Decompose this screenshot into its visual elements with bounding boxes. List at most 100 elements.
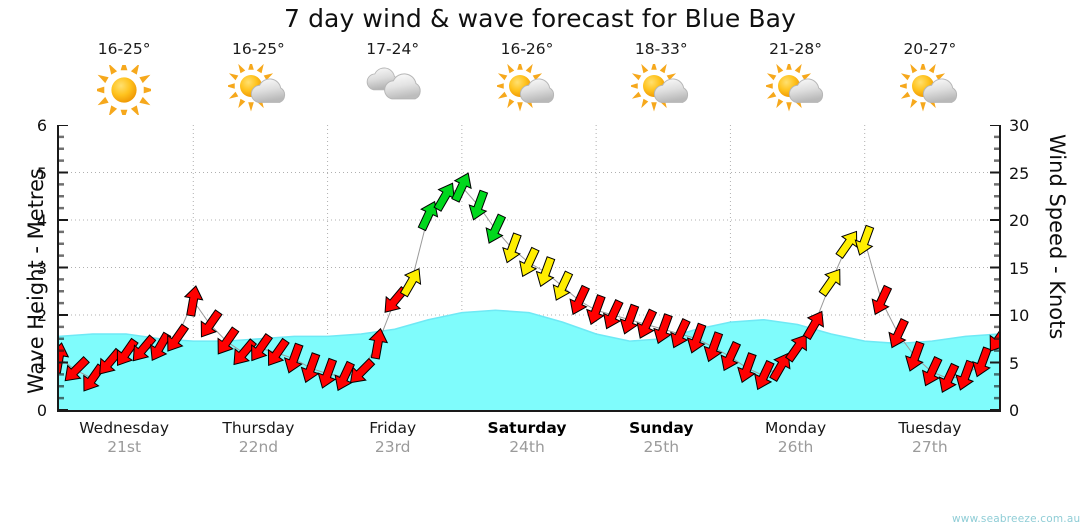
wind-arrow: [167, 323, 190, 352]
wind-arrow: [686, 322, 707, 354]
wind-arrow: [619, 303, 640, 335]
day-date: 27th: [912, 438, 948, 456]
wind-arrow: [802, 310, 824, 341]
wind-arrow: [938, 362, 960, 394]
y-tick-right-25: 25: [1009, 163, 1030, 183]
wind-arrow: [703, 331, 724, 363]
y-tick-right-20: 20: [1009, 211, 1030, 230]
sun-cloud-icon: [463, 62, 592, 118]
day-temperature-range: 16-25°: [97, 40, 151, 58]
wind-arrow: [519, 246, 540, 278]
y-tick-right-10: 10: [1009, 306, 1030, 325]
wind-arrow: [116, 337, 139, 366]
day-header-tuesday: 20-27°: [865, 40, 994, 118]
day-temperature-range: 16-25°: [232, 40, 285, 58]
wind-arrow: [670, 318, 691, 349]
day-temperature-range: 18-33°: [634, 40, 688, 58]
wind-arrow: [888, 318, 909, 349]
day-header-thursday: 16-25°: [194, 40, 323, 118]
wind-arrow: [535, 256, 556, 288]
wind-arrow: [921, 356, 943, 387]
x-axis-day-friday: Friday 23rd: [326, 419, 460, 457]
wind-arrow: [737, 352, 757, 384]
wind-arrow: [784, 334, 807, 363]
wind-arrow: [399, 268, 422, 298]
page-title: 7 day wind & wave forecast for Blue Bay: [284, 4, 796, 33]
x-axis-day-saturday: Saturday 24th: [460, 419, 594, 457]
day-date: 24th: [509, 438, 545, 456]
day-name: Friday: [369, 419, 417, 437]
wind-arrow: [636, 308, 658, 339]
sun-cloud-icon: [597, 62, 726, 118]
wind-arrow-group: [59, 172, 999, 394]
day-temperature-range: 16-26°: [500, 40, 554, 58]
wind-arrow: [485, 213, 507, 244]
wind-arrow: [368, 327, 389, 360]
day-temperature-range: 20-27°: [903, 40, 957, 58]
y-tick-left-5: 5: [36, 163, 47, 183]
wind-arrow: [150, 331, 172, 362]
wind-arrow: [989, 323, 999, 352]
wind-arrow: [552, 270, 574, 301]
watermark: www.seabreeze.com.au: [952, 513, 1080, 525]
day-temperature-range: 17-24°: [366, 40, 420, 58]
wind-arrow: [233, 338, 258, 366]
wind-wave-forecast-chart: 7 day wind & wave forecast for Blue Bay …: [24, 4, 1080, 525]
cloud-icon: [328, 62, 457, 118]
wind-arrow: [502, 232, 522, 264]
wind-arrow: [818, 268, 841, 298]
axis-tick-marks: [59, 125, 999, 410]
forecast-plot-svg: [59, 125, 999, 410]
day-header-friday: 17-24°: [328, 40, 457, 118]
sun-icon: [60, 62, 189, 118]
wind-arrow: [300, 352, 321, 384]
x-axis-day-monday: Monday 26th: [729, 419, 863, 457]
y-tick-left-4: 4: [36, 211, 47, 230]
wind-arrow: [64, 355, 90, 382]
x-axis-day-sunday: Sunday 25th: [594, 419, 728, 457]
wind-arrow: [754, 359, 775, 391]
day-name: Monday: [764, 419, 827, 437]
y-tick-left-1: 1: [36, 353, 47, 373]
wave-height-area: [59, 310, 999, 410]
day-temperature-range: 21-28°: [769, 40, 822, 58]
day-name: Tuesday: [898, 419, 962, 437]
day-name: Sunday: [629, 419, 694, 437]
wind-arrow: [349, 357, 376, 384]
wind-arrow: [586, 294, 606, 326]
wind-arrow: [251, 332, 274, 362]
wind-arrow: [905, 340, 925, 372]
wind-arrow: [217, 326, 240, 355]
day-date: 25th: [643, 438, 680, 456]
wind-arrow: [569, 284, 590, 316]
y-tick-left-0: 0: [36, 401, 47, 420]
y-tick-left-3: 3: [36, 258, 47, 278]
wind-arrow: [417, 200, 439, 232]
y-tick-right-30: 30: [1009, 116, 1030, 135]
sun-cloud-icon: [865, 62, 994, 118]
wind-arrow: [451, 172, 472, 203]
day-name: Saturday: [487, 419, 567, 437]
y-tick-right-5: 5: [1009, 353, 1020, 373]
day-name: Thursday: [222, 419, 295, 437]
wind-arrow: [769, 352, 791, 382]
wind-arrow: [653, 313, 673, 345]
wind-arrow: [972, 346, 992, 378]
day-date: 23rd: [374, 438, 411, 456]
day-header-sunday: 18-33°: [597, 40, 726, 118]
wind-arrow: [183, 285, 204, 317]
plot-area: www.seabreeze.com.au: [57, 125, 1080, 525]
y-tick-left-6: 6: [36, 116, 47, 135]
y-tick-right-0: 0: [1009, 401, 1020, 420]
wind-arrow: [468, 189, 489, 221]
wind-arrow: [720, 340, 742, 372]
sun-cloud-icon: [194, 62, 323, 118]
x-axis-day-thursday: Thursday 22nd: [191, 419, 325, 457]
y-tick-right-15: 15: [1009, 258, 1030, 278]
wind-arrow: [132, 334, 157, 362]
sun-cloud-icon: [731, 62, 860, 118]
x-axis-day-wednesday: Wednesday 21st: [57, 419, 191, 457]
x-axis-day-tuesday: Tuesday 27th: [863, 419, 997, 457]
y-tick-left-2: 2: [36, 306, 47, 325]
day-name: Wednesday: [79, 419, 170, 437]
